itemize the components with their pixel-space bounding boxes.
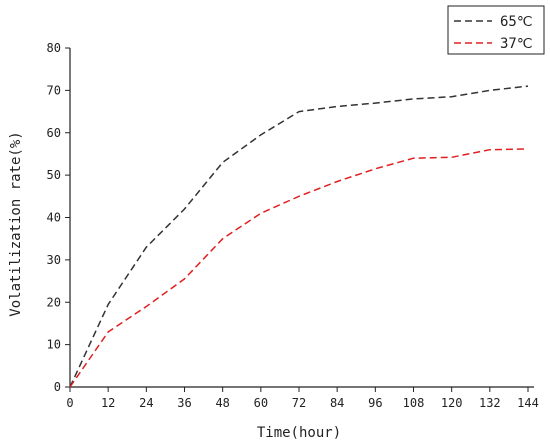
y-tick-label: 20 [47, 295, 61, 309]
series-line-high-temp [69, 85, 529, 388]
x-tick-label: 120 [441, 396, 463, 410]
x-tick-label: 84 [330, 396, 344, 410]
x-tick-label: 12 [101, 396, 115, 410]
y-tick-label: 0 [54, 380, 61, 394]
y-tick-label: 50 [47, 168, 61, 182]
x-tick-label: 48 [215, 396, 229, 410]
x-tick-label: 144 [517, 396, 539, 410]
y-tick-label: 30 [47, 253, 61, 267]
y-axis-title: Volatilization rate(%) [8, 131, 24, 316]
x-tick-label: 108 [403, 396, 425, 410]
x-tick-label: 36 [177, 396, 191, 410]
y-tick-label: 60 [47, 126, 61, 140]
x-tick-label: 96 [368, 396, 382, 410]
legend-label: 65℃ [500, 14, 533, 30]
legend-label: 37℃ [500, 36, 533, 52]
x-tick-label: 0 [66, 396, 73, 410]
legend-box [447, 5, 545, 55]
x-axis-title: Time(hour) [257, 425, 341, 441]
legend: 65℃37℃ [447, 5, 545, 55]
x-tick-label: 72 [292, 396, 306, 410]
axis-ticks: 0 12 24 36 48 60 72 84 96 108 120 132 144 0 10 20 30 40 50… [47, 41, 539, 410]
x-tick-label: 60 [254, 396, 268, 410]
y-tick-label: 70 [47, 83, 61, 97]
y-tick-label: 80 [47, 41, 61, 55]
plot-frame [69, 48, 534, 388]
series-line-low-temp [69, 148, 529, 388]
x-tick-label: 24 [139, 396, 153, 410]
y-tick-label: 40 [47, 211, 61, 225]
y-tick-label: 10 [47, 338, 61, 352]
x-tick-label: 132 [479, 396, 501, 410]
data-series [69, 85, 529, 388]
